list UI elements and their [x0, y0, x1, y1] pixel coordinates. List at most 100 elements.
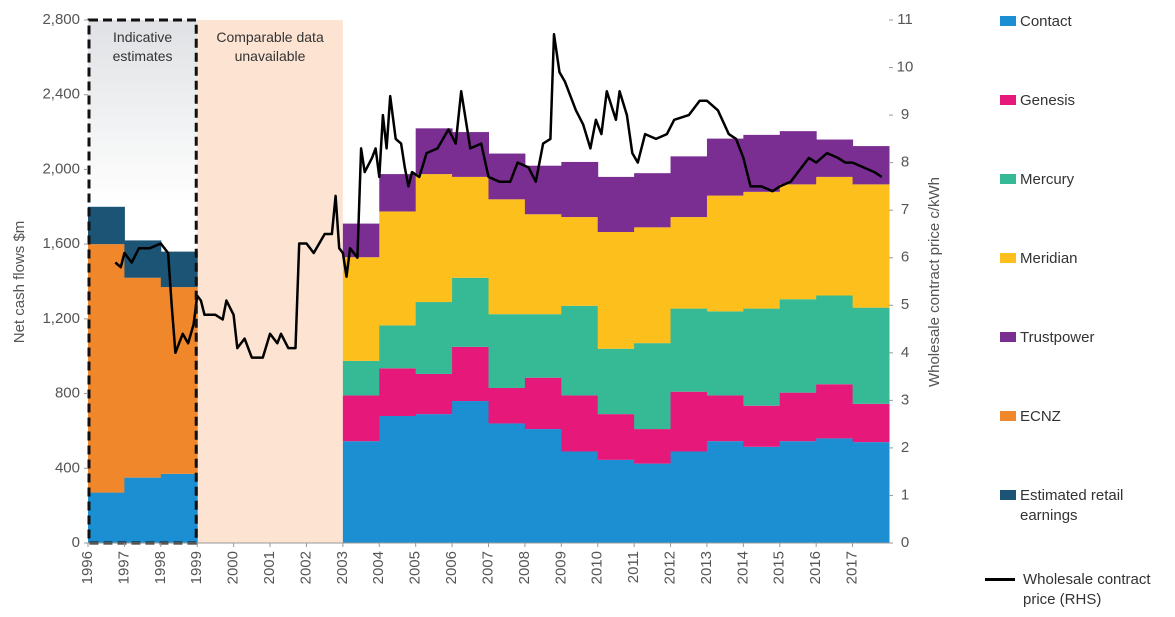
area-segment — [379, 211, 417, 326]
area-segment — [743, 446, 781, 543]
y2-tick-label: 4 — [901, 344, 909, 361]
legend-label: Wholesale contract price (RHS) — [1023, 571, 1151, 608]
area-segment — [379, 368, 417, 416]
area-segment — [816, 176, 854, 296]
x-tick-label: 2016 — [807, 551, 824, 584]
region-label: Indicative estimates — [112, 29, 173, 64]
x-tick-label: 2006 — [443, 551, 460, 584]
area-segment — [124, 277, 162, 478]
area-segment — [561, 217, 599, 306]
area-segment — [160, 473, 198, 543]
x-tick-label: 1997 — [115, 551, 132, 584]
area-segment — [706, 311, 744, 396]
area-segment — [415, 174, 453, 303]
y-tick-label: 2,800 — [42, 11, 80, 28]
area-segment — [670, 217, 708, 309]
x-tick-label: 2000 — [225, 551, 242, 584]
y2-tick-label: 6 — [901, 249, 909, 266]
y2-tick-label: 10 — [897, 59, 914, 76]
area-segment — [415, 302, 453, 374]
area-segment — [524, 314, 562, 378]
area-segment — [706, 138, 744, 196]
area-segment — [670, 451, 708, 543]
y2-tick-label: 11 — [897, 11, 913, 28]
y2-tick-label: 8 — [901, 154, 909, 171]
area-segment — [706, 441, 744, 543]
area-segment — [488, 423, 526, 543]
area-segment — [597, 176, 635, 233]
y2-axis-label: Wholesale contract price c/kWh — [926, 177, 943, 387]
legend-swatch — [1000, 490, 1016, 500]
legend-label: Estimated retail earnings — [1020, 487, 1124, 524]
x-tick-label: 2008 — [516, 551, 533, 584]
area-segment — [852, 403, 890, 443]
area-segment — [452, 176, 489, 278]
area-segment — [342, 257, 380, 361]
area-segment — [706, 195, 744, 312]
area-segment — [816, 295, 854, 385]
area-segment — [452, 401, 489, 543]
legend-item: Trustpower — [985, 328, 1160, 348]
x-tick-label: 2014 — [734, 551, 751, 584]
region-border — [87, 18, 198, 545]
area-segment — [779, 299, 817, 393]
area-segment — [779, 184, 817, 300]
area-segment — [634, 463, 672, 543]
legend-label: Mercury — [1020, 171, 1075, 188]
y2-tick-label: 3 — [901, 391, 909, 408]
y2-tick-label: 9 — [901, 106, 909, 123]
area-segment — [524, 377, 562, 430]
legend-label: Trustpower — [1020, 329, 1095, 346]
area-segment — [342, 360, 380, 396]
legend-swatch — [1000, 16, 1016, 26]
x-tick-label: 2003 — [334, 551, 351, 584]
area-segment — [561, 451, 599, 543]
area-segment — [88, 244, 125, 493]
area-segment — [561, 395, 599, 452]
y2-tick-label: 0 — [901, 534, 909, 551]
y-tick-label: 400 — [55, 459, 80, 476]
area-segment — [779, 441, 817, 543]
legend-item: ECNZ — [985, 407, 1160, 427]
area-segment — [634, 227, 672, 344]
x-tick-label: 2002 — [297, 551, 314, 584]
area-segment — [670, 308, 708, 392]
x-tick-label: 2004 — [370, 551, 387, 584]
area-segment — [415, 414, 453, 543]
x-tick-label: 2001 — [261, 551, 278, 584]
legend-item: Mercury — [985, 170, 1160, 190]
legend-item: Genesis — [985, 91, 1160, 111]
area-segment — [488, 153, 526, 200]
x-tick-label: 1996 — [79, 551, 96, 584]
x-tick-label: 2013 — [698, 551, 715, 584]
x-tick-label: 2011 — [625, 551, 642, 583]
area-segment — [670, 156, 708, 218]
area-segment — [743, 191, 781, 309]
y-tick-label: 800 — [55, 385, 80, 402]
x-tick-label: 2009 — [552, 551, 569, 584]
area-segment — [634, 343, 672, 430]
x-tick-label: 2007 — [479, 551, 496, 584]
area-segment — [452, 346, 489, 402]
area-segment — [379, 415, 417, 543]
area-segment — [524, 214, 562, 315]
y-tick-label: 1,200 — [42, 310, 80, 327]
area-segment — [816, 438, 854, 543]
y-tick-label: 1,600 — [42, 235, 80, 252]
area-segment — [852, 442, 890, 543]
area-segment — [597, 232, 635, 349]
y2-tick-label: 1 — [901, 486, 909, 503]
area-segment — [160, 251, 198, 288]
area-segment — [779, 131, 817, 185]
legend-swatch — [1000, 253, 1016, 263]
area-segment — [597, 414, 635, 460]
area-segment — [488, 199, 526, 315]
legend-label: Genesis — [1020, 92, 1076, 109]
area-segment — [342, 441, 380, 543]
x-tick-label: 2012 — [662, 551, 679, 584]
legend-swatch — [1000, 332, 1016, 342]
legend-swatch — [1000, 411, 1016, 421]
area-segment — [488, 387, 526, 424]
legend-swatch — [1000, 95, 1016, 105]
area-segment — [852, 307, 890, 404]
